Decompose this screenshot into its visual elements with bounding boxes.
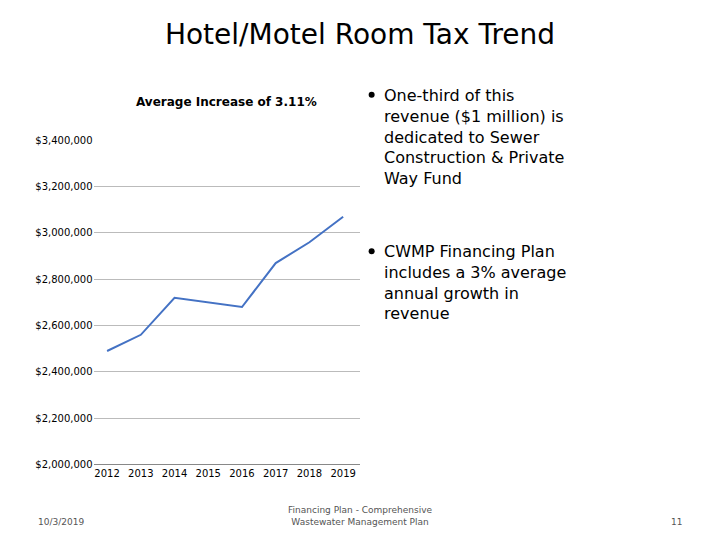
svg-text:$2,400,000: $2,400,000: [35, 366, 92, 377]
svg-text:$2,600,000: $2,600,000: [35, 320, 92, 331]
svg-text:2019: 2019: [330, 468, 355, 479]
svg-text:$3,400,000: $3,400,000: [35, 135, 92, 146]
svg-text:Financing Plan - Comprehensive: Financing Plan - ComprehensiveWastewater…: [288, 505, 433, 527]
svg-text:$2,800,000: $2,800,000: [35, 274, 92, 285]
svg-text:10/3/2019: 10/3/2019: [38, 517, 84, 527]
svg-text:$3,000,000: $3,000,000: [35, 227, 92, 238]
svg-text:2017: 2017: [263, 468, 288, 479]
svg-text:2012: 2012: [94, 468, 119, 479]
svg-text:CWMP Financing Planincludes a: CWMP Financing Planincludes a 3% average…: [384, 242, 566, 323]
svg-text:2013: 2013: [128, 468, 153, 479]
svg-text:2015: 2015: [196, 468, 221, 479]
svg-text:$2,200,000: $2,200,000: [35, 413, 92, 424]
svg-text:2018: 2018: [297, 468, 322, 479]
svg-text:11: 11: [671, 517, 682, 527]
svg-text:$2,000,000: $2,000,000: [35, 459, 92, 470]
svg-text:Average Increase of 3.11%: Average Increase of 3.11%: [136, 95, 317, 109]
svg-text:2016: 2016: [229, 468, 254, 479]
svg-text:$3,200,000: $3,200,000: [35, 181, 92, 192]
svg-text:2014: 2014: [162, 468, 187, 479]
svg-text:One-third of thisrevenue ($1 m: One-third of thisrevenue ($1 million) is…: [384, 86, 564, 188]
svg-text:Hotel/Motel Room Tax Trend: Hotel/Motel Room Tax Trend: [165, 18, 555, 51]
